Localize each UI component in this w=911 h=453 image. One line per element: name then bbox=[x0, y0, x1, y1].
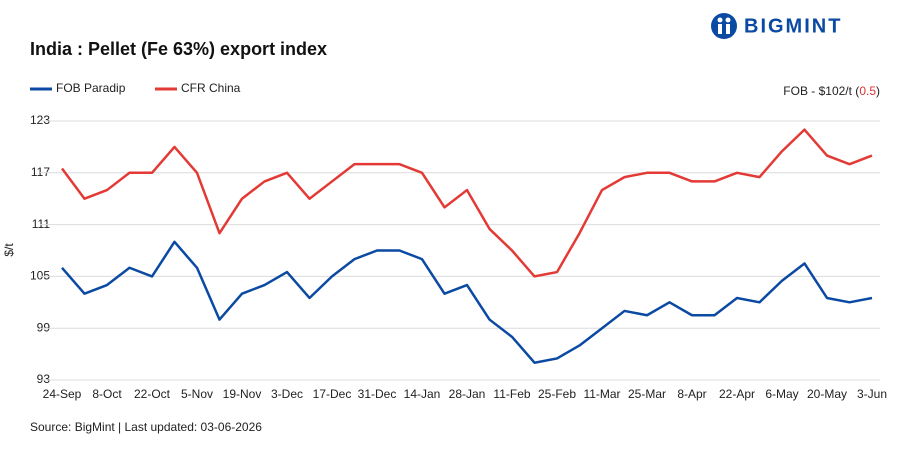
x-tick-label: 22-Oct bbox=[134, 387, 171, 401]
line bbox=[60, 128, 873, 278]
x-tick-label: 20-May bbox=[807, 387, 847, 401]
x-tick-label: 17-Dec bbox=[313, 387, 352, 401]
annotation: FOB - $102/t (0.5) bbox=[783, 84, 880, 98]
x-tick-label: 8-Oct bbox=[92, 387, 122, 401]
x-tick-label: 19-Nov bbox=[223, 387, 262, 401]
x-tick-label: 25-Mar bbox=[628, 387, 666, 401]
y-tick-label: 99 bbox=[37, 320, 51, 334]
source: Source: BigMint | Last updated: 03-06-20… bbox=[30, 420, 262, 434]
annotation-change: 0.5 bbox=[859, 84, 876, 98]
legend-label: FOB Paradip bbox=[56, 81, 126, 95]
brand: BIGMINT bbox=[744, 15, 842, 37]
x-tick-label: 31-Dec bbox=[358, 387, 397, 401]
line bbox=[61, 240, 873, 364]
legend-label: CFR China bbox=[181, 81, 241, 95]
chart-title: India : Pellet (Fe 63%) export index bbox=[30, 39, 327, 59]
annotation-text: ) bbox=[876, 84, 880, 98]
x-tick-label: 3-Dec bbox=[271, 387, 303, 401]
y-axis-label: $/t bbox=[2, 243, 16, 257]
y-tick-label: 105 bbox=[30, 269, 50, 283]
x-tick-label: 5-Nov bbox=[181, 387, 213, 401]
logo: BIGMINT bbox=[711, 13, 842, 39]
x-tick-label: 24-Sep bbox=[43, 387, 82, 401]
x-tick-label: 25-Feb bbox=[538, 387, 576, 401]
y-tick-label: 93 bbox=[37, 372, 51, 386]
x-tick-label: 28-Jan bbox=[449, 387, 486, 401]
x-tick-label: 11-Feb bbox=[493, 387, 530, 401]
y-tick-label: 117 bbox=[31, 165, 50, 179]
annotation-text: FOB - $102/t ( bbox=[783, 84, 859, 98]
y-tick-label: 123 bbox=[30, 113, 50, 127]
y-tick-label: 111 bbox=[32, 217, 51, 231]
x-tick-label: 11-Mar bbox=[583, 387, 620, 401]
x-tick-label: 3-Jun bbox=[857, 387, 887, 401]
x-tick-label: 6-May bbox=[765, 387, 798, 401]
x-tick-label: 22-Apr bbox=[719, 387, 755, 401]
x-tick-label: 8-Apr bbox=[677, 387, 706, 401]
x-tick-label: 14-Jan bbox=[404, 387, 441, 401]
